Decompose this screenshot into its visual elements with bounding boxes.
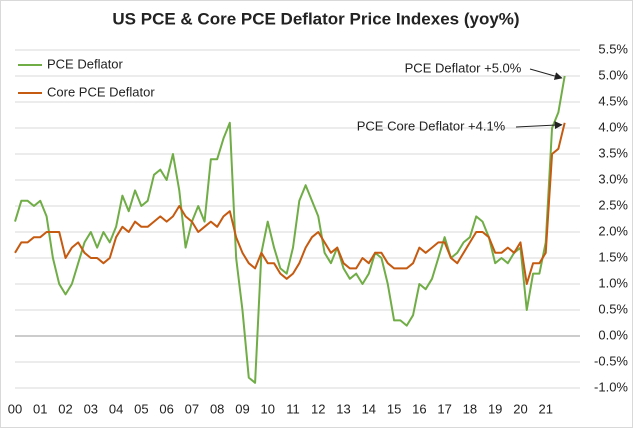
y-tick-label: 4.5% (598, 93, 628, 108)
x-tick-label: 05 (134, 401, 148, 416)
y-tick-label: 4.0% (598, 119, 628, 134)
y-tick-label: 1.0% (598, 275, 628, 290)
annotation-arrow (515, 121, 563, 130)
x-tick-label: 17 (437, 401, 451, 416)
x-tick-label: 13 (336, 401, 350, 416)
x-tick-label: 10 (260, 401, 274, 416)
y-tick-label: 5.5% (598, 41, 628, 56)
y-tick-label: 2.0% (598, 223, 628, 238)
x-tick-label: 21 (538, 401, 552, 416)
x-tick-label: 14 (362, 401, 376, 416)
x-tick-label: 16 (412, 401, 426, 416)
legend-label: PCE Deflator (47, 56, 124, 71)
x-tick-label: 19 (488, 401, 502, 416)
x-tick-label: 09 (235, 401, 249, 416)
x-tick-label: 06 (159, 401, 173, 416)
y-tick-label: 5.0% (598, 67, 628, 82)
y-tick-label: 0.5% (598, 301, 628, 316)
x-tick-label: 18 (463, 401, 477, 416)
legend-label: Core PCE Deflator (47, 84, 155, 99)
x-tick-label: 15 (387, 401, 401, 416)
y-tick-label: 1.5% (598, 249, 628, 264)
x-tick-label: 01 (33, 401, 47, 416)
x-tick-label: 11 (286, 401, 300, 416)
annotation-arrow (529, 68, 563, 80)
series-line (14, 75, 566, 384)
x-tick-label: 12 (311, 401, 325, 416)
x-tick-label: 20 (513, 401, 527, 416)
x-tick-label: 03 (84, 401, 98, 416)
y-tick-label: 3.0% (598, 171, 628, 186)
y-tick-label: -0.5% (594, 353, 628, 368)
y-tick-label: -1.0% (594, 379, 628, 394)
annotation: PCE Core Deflator +4.1% (357, 118, 506, 133)
annotation: PCE Deflator +5.0% (405, 60, 522, 75)
x-tick-label: 02 (58, 401, 72, 416)
series-line (14, 122, 566, 285)
x-tick-label: 08 (210, 401, 224, 416)
y-tick-label: 2.5% (598, 197, 628, 212)
y-tick-label: 0.0% (598, 327, 628, 342)
y-tick-label: 3.5% (598, 145, 628, 160)
chart-title: US PCE & Core PCE Deflator Price Indexes… (112, 9, 519, 28)
x-tick-label: 07 (185, 401, 199, 416)
x-tick-label: 00 (8, 401, 22, 416)
x-tick-label: 04 (109, 401, 123, 416)
